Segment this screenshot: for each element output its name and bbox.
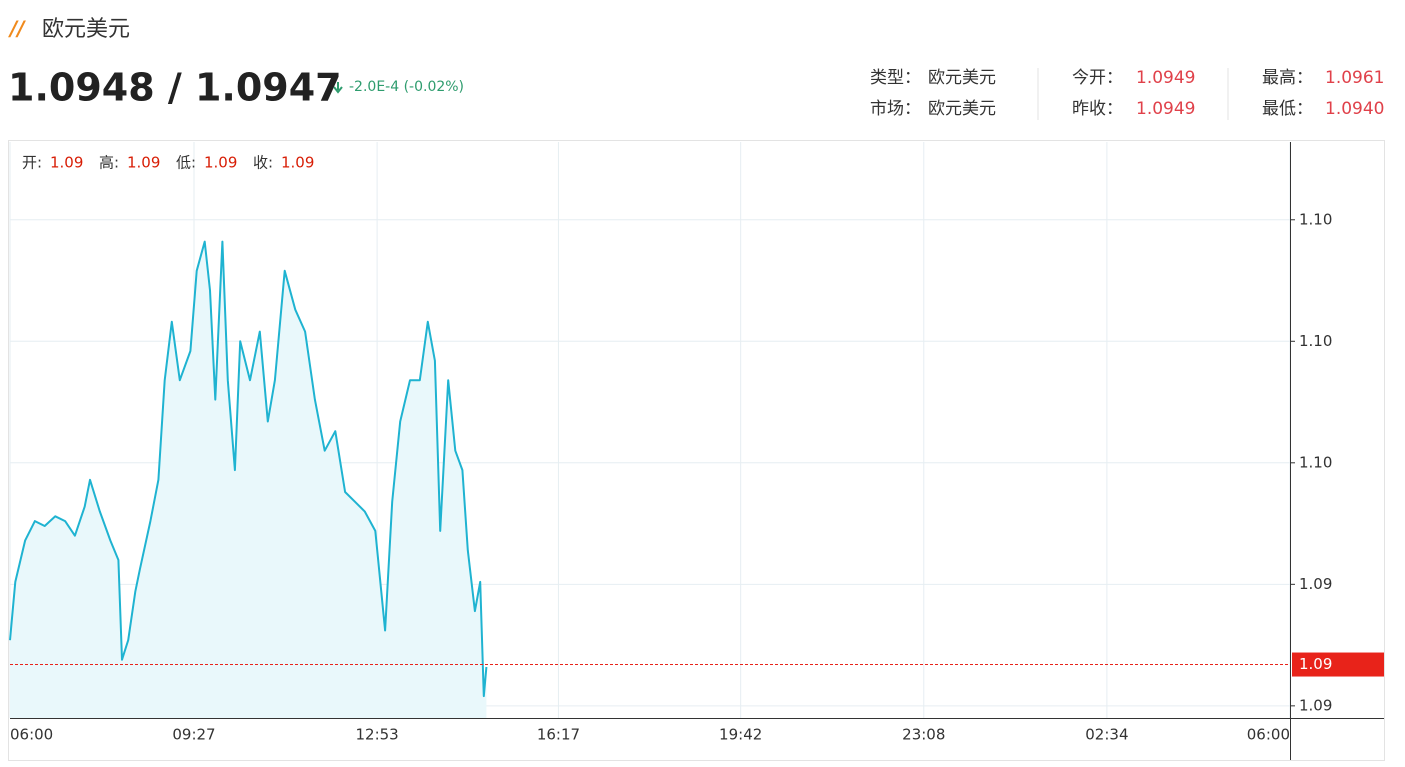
info-label: 今开：: [1072, 68, 1123, 88]
y-tick-label: 1.09: [1299, 575, 1332, 593]
info-label: 最低：: [1262, 99, 1313, 119]
x-tick-label: 23:08: [902, 726, 945, 744]
x-tick-label: 06:00: [10, 726, 53, 744]
x-tick-label: 06:00: [1247, 726, 1290, 744]
y-tick-label: 1.09: [1299, 696, 1332, 714]
x-tick-label: 16:17: [537, 726, 580, 744]
price: 1.0948 / 1.0947: [8, 66, 342, 110]
ohlc-label: 开:: [22, 154, 42, 172]
info-value: 1.0949: [1136, 99, 1195, 119]
chart-frame: [8, 140, 1385, 761]
plot: 06:00 09:27 12:53 16:17 19:42 23:08 02:34 06:00…: [9, 142, 1384, 760]
price-change: -2.0E-4 (-0.02%): [349, 79, 464, 95]
ohlc-label: 高:: [99, 154, 119, 172]
info-label: 类型：: [870, 68, 921, 88]
x-tick-label: 19:42: [719, 726, 762, 744]
ohlc-value: 1.09: [204, 154, 237, 172]
logo-icon: //: [8, 17, 26, 41]
y-tick-label: 1.10: [1299, 210, 1332, 228]
info-label: 昨收：: [1072, 99, 1123, 119]
y-tick-label: 1.10: [1299, 453, 1332, 471]
ohlc-value: 1.09: [281, 154, 314, 172]
info-label: 市场：: [870, 99, 921, 119]
y-tick-label: 1.10: [1299, 332, 1332, 350]
ohlc-value: 1.09: [127, 154, 160, 172]
info-value: 欧元美元: [928, 99, 996, 119]
ohlc-label: 收:: [253, 154, 273, 172]
info-value: 1.0961: [1325, 68, 1384, 88]
ohlc-value: 1.09: [50, 154, 83, 172]
price-line: [9, 240, 488, 698]
info-value: 1.0940: [1325, 99, 1384, 119]
info-value: 1.0949: [1136, 68, 1195, 88]
info-value: 欧元美元: [928, 68, 996, 88]
page-title: 欧元美元: [42, 17, 130, 42]
x-tick-label: 02:34: [1085, 726, 1128, 744]
info-label: 最高：: [1262, 68, 1313, 88]
x-tick-label: 09:27: [172, 726, 215, 744]
current-price-tag: [1292, 652, 1384, 677]
area-fill: [10, 241, 487, 718]
ohlc-label: 低:: [176, 154, 196, 172]
current-price-label: 1.09: [1299, 655, 1332, 673]
x-tick-label: 12:53: [355, 726, 398, 744]
down-arrow: [333, 82, 343, 94]
